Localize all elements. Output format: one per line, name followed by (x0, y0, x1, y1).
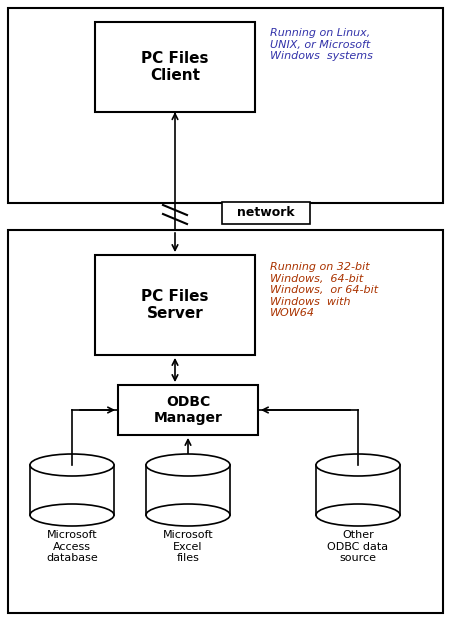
Bar (8, 8, 443, 203)
Ellipse shape (146, 454, 230, 476)
Text: Microsoft
Access
database: Microsoft Access database (46, 530, 98, 563)
Ellipse shape (316, 454, 400, 476)
Text: network: network (237, 207, 295, 220)
Bar (8, 230, 443, 613)
Bar (95, 22, 255, 112)
Bar (222, 202, 310, 224)
Text: Other
ODBC data
source: Other ODBC data source (327, 530, 389, 563)
Text: Microsoft
Excel
files: Microsoft Excel files (163, 530, 213, 563)
Ellipse shape (30, 454, 114, 476)
Bar (146, 465, 230, 515)
Bar (316, 465, 400, 515)
Ellipse shape (316, 504, 400, 526)
Bar (118, 385, 258, 435)
Ellipse shape (30, 504, 114, 526)
Ellipse shape (146, 504, 230, 526)
Bar (30, 465, 114, 515)
Text: PC Files
Client: PC Files Client (141, 51, 209, 83)
Text: PC Files
Server: PC Files Server (141, 289, 209, 321)
Bar (95, 255, 255, 355)
Text: ODBC
Manager: ODBC Manager (153, 395, 222, 425)
Text: Running on Linux,
UNIX, or Microsoft
Windows  systems: Running on Linux, UNIX, or Microsoft Win… (270, 28, 373, 61)
Text: Running on 32-bit
Windows,  64-bit
Windows,  or 64-bit
Windows  with
WOW64: Running on 32-bit Windows, 64-bit Window… (270, 262, 378, 318)
